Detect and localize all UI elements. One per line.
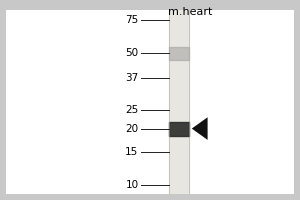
Text: 75: 75	[125, 15, 139, 25]
Text: 10: 10	[125, 180, 139, 190]
Text: 20: 20	[125, 124, 139, 134]
Polygon shape	[192, 117, 208, 140]
Bar	[169, 10, 189, 194]
Text: 15: 15	[125, 147, 139, 157]
Text: 37: 37	[125, 73, 139, 83]
Text: 50: 50	[125, 48, 139, 58]
Text: m.heart: m.heart	[168, 7, 212, 17]
Text: 25: 25	[125, 105, 139, 115]
